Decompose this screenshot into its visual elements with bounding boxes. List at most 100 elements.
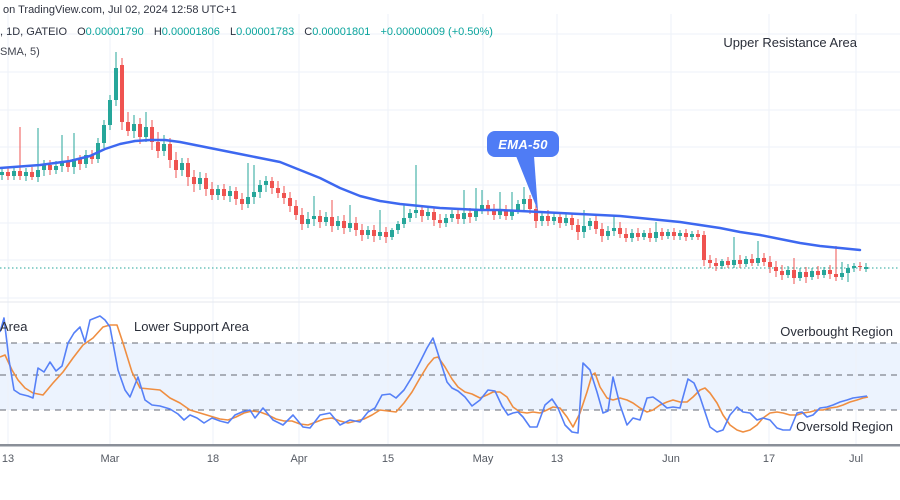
candle-body <box>804 272 808 277</box>
candle-body <box>12 171 16 176</box>
candle-body <box>528 199 532 209</box>
candle-body <box>126 122 130 131</box>
candle-body <box>318 216 322 222</box>
watermark-line1: on TradingView.com, Jul 02, 2024 12:58 U… <box>3 4 237 16</box>
candle-body <box>492 210 496 215</box>
candle-body <box>306 219 310 224</box>
candle-body <box>660 232 664 236</box>
upper-resistance-label: Upper Resistance Area <box>723 35 857 50</box>
candle-body <box>780 271 784 275</box>
candle-body <box>210 189 214 195</box>
candle-body <box>156 142 160 151</box>
candle-body <box>198 178 202 184</box>
candle-body <box>360 230 364 235</box>
candle-body <box>144 127 148 137</box>
time-axis-label: 18 <box>206 453 220 465</box>
candle-body <box>816 271 820 275</box>
candle-body <box>150 127 154 142</box>
ema50-callout[interactable]: EMA-50 <box>487 131 559 157</box>
candle-body <box>288 198 292 206</box>
candle-body <box>720 261 724 266</box>
candle-body <box>480 205 484 211</box>
candle-body <box>84 155 88 164</box>
candle-body <box>840 273 844 277</box>
candle-body <box>630 233 634 238</box>
ema50-callout-tail <box>516 156 538 211</box>
candle-body <box>822 270 826 275</box>
candle-body <box>690 234 694 237</box>
candle-body <box>0 172 4 175</box>
candle-body <box>132 124 136 131</box>
ema50-line[interactable] <box>0 138 862 252</box>
candle-body <box>234 191 238 199</box>
candle-body <box>102 125 106 143</box>
candle-body <box>678 233 682 236</box>
time-axis-label: 13 <box>550 453 564 465</box>
candle-body <box>828 270 832 274</box>
candle-body <box>516 204 520 211</box>
candle-body <box>696 234 700 237</box>
ohlc-high: H0.00001806 <box>153 26 220 38</box>
candle-body <box>732 260 736 265</box>
candle-body <box>672 232 676 236</box>
candle-body <box>222 189 226 196</box>
candle-body <box>42 165 46 170</box>
candle-body <box>36 170 40 177</box>
time-axis-label: Jun <box>662 453 680 465</box>
time-axis-label: 17 <box>762 453 776 465</box>
candle-body <box>564 218 568 223</box>
stochastic-k-line[interactable] <box>0 315 868 434</box>
time-axis-label: Apr <box>290 453 308 465</box>
candle-body <box>624 234 628 238</box>
candle-body <box>450 214 454 218</box>
symbol-legend[interactable]: , 1D, GATEIO O0.00001790 H0.00001806 L0.… <box>0 26 493 38</box>
candle-body <box>570 218 574 225</box>
candle-body <box>552 217 556 221</box>
candle-body <box>342 221 346 228</box>
candle-body <box>786 270 790 275</box>
candle-body <box>372 230 376 236</box>
candle-body <box>6 172 10 176</box>
candle-body <box>798 272 802 278</box>
candle-body <box>408 213 412 218</box>
candle-body <box>666 232 670 236</box>
candle-body <box>186 163 190 177</box>
candle-body <box>264 181 268 185</box>
candle-body <box>792 270 796 278</box>
candle-body <box>462 213 466 219</box>
candle-body <box>726 261 730 265</box>
candle-body <box>330 217 334 226</box>
candle-body <box>420 210 424 216</box>
candle-body <box>708 260 712 263</box>
candle-body <box>276 188 280 193</box>
candle-body <box>258 185 262 192</box>
candle-body <box>294 206 298 215</box>
candle-body <box>390 230 394 237</box>
candle-body <box>438 220 442 223</box>
candle-body <box>204 178 208 189</box>
candle-body <box>192 177 196 184</box>
candle-body <box>834 274 838 277</box>
candle-body <box>750 259 754 263</box>
candle-body <box>504 210 508 216</box>
candle-body <box>366 230 370 235</box>
candle-body <box>684 233 688 237</box>
candle-body <box>168 144 172 160</box>
candle-body <box>702 235 706 260</box>
indicator-legend-fragment[interactable]: SMA, 5) <box>0 46 40 58</box>
candle-body <box>396 224 400 230</box>
time-axis-label: Jul <box>848 453 864 465</box>
candle-body <box>252 192 256 197</box>
candle-body <box>618 228 622 234</box>
area-label-fragment: Area <box>0 319 28 334</box>
candle-body <box>228 191 232 196</box>
candle-body <box>72 159 76 167</box>
candle-body <box>468 213 472 217</box>
candle-body <box>312 216 316 219</box>
time-axis-label: Mar <box>100 453 120 465</box>
candle-body <box>522 199 526 204</box>
candle-body <box>612 228 616 231</box>
candle-body <box>378 232 382 236</box>
candle-body <box>456 214 460 219</box>
